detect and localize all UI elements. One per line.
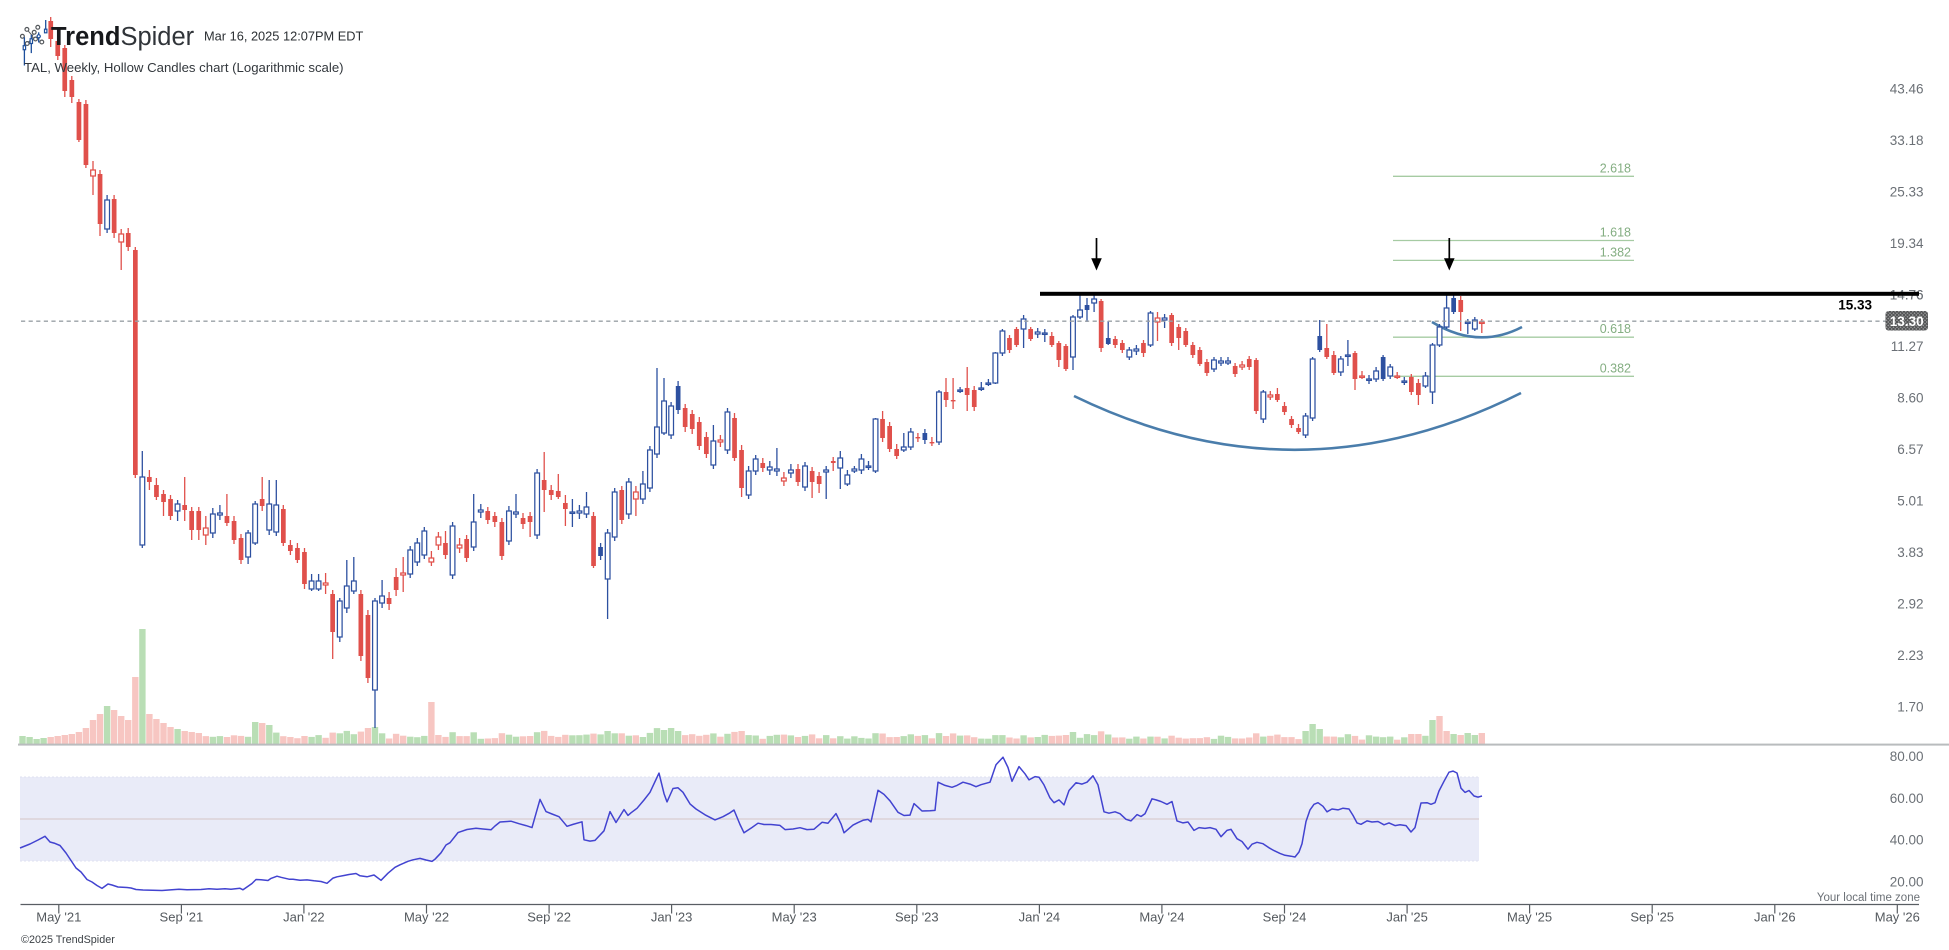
svg-text:May '21: May '21 bbox=[36, 910, 81, 925]
svg-text:Jan '23: Jan '23 bbox=[651, 910, 693, 925]
svg-text:11.27: 11.27 bbox=[1891, 339, 1924, 354]
svg-text:©2025 TrendSpider: ©2025 TrendSpider bbox=[21, 934, 115, 946]
svg-text:80.00: 80.00 bbox=[1890, 749, 1924, 764]
svg-text:3.83: 3.83 bbox=[1897, 545, 1923, 560]
svg-text:2.618: 2.618 bbox=[1600, 161, 1631, 175]
svg-text:20.00: 20.00 bbox=[1890, 874, 1924, 889]
svg-text:33.18: 33.18 bbox=[1890, 133, 1924, 148]
svg-text:6.57: 6.57 bbox=[1897, 442, 1923, 457]
svg-text:25.33: 25.33 bbox=[1890, 185, 1924, 200]
svg-text:2.92: 2.92 bbox=[1897, 597, 1923, 612]
svg-text:19.34: 19.34 bbox=[1890, 236, 1924, 251]
svg-text:5.01: 5.01 bbox=[1897, 494, 1923, 509]
svg-text:15.33: 15.33 bbox=[1838, 298, 1872, 313]
svg-text:TrendSpider: TrendSpider bbox=[51, 23, 195, 51]
svg-text:0.618: 0.618 bbox=[1600, 322, 1631, 336]
svg-text:60.00: 60.00 bbox=[1890, 791, 1924, 806]
svg-text:Jan '22: Jan '22 bbox=[283, 910, 325, 925]
svg-text:May '22: May '22 bbox=[404, 910, 449, 925]
svg-text:0.382: 0.382 bbox=[1600, 361, 1631, 375]
svg-text:Sep '22: Sep '22 bbox=[527, 910, 571, 925]
svg-text:13.30: 13.30 bbox=[1890, 314, 1924, 329]
svg-text:Mar 16, 2025 12:07PM EDT: Mar 16, 2025 12:07PM EDT bbox=[204, 29, 364, 44]
svg-text:1.618: 1.618 bbox=[1600, 226, 1631, 240]
svg-text:43.46: 43.46 bbox=[1890, 82, 1924, 97]
svg-text:Sep '24: Sep '24 bbox=[1263, 910, 1307, 925]
svg-text:40.00: 40.00 bbox=[1890, 833, 1924, 848]
svg-text:TAL, Weekly, Hollow Candles ch: TAL, Weekly, Hollow Candles chart (Logar… bbox=[24, 60, 344, 75]
svg-text:May '24: May '24 bbox=[1139, 910, 1184, 925]
svg-text:Sep '25: Sep '25 bbox=[1630, 910, 1674, 925]
svg-text:May '23: May '23 bbox=[772, 910, 817, 925]
svg-text:Your local time zone: Your local time zone bbox=[1817, 892, 1920, 904]
svg-text:May '26: May '26 bbox=[1875, 910, 1920, 925]
svg-text:1.70: 1.70 bbox=[1897, 700, 1923, 715]
svg-text:Jan '26: Jan '26 bbox=[1754, 910, 1796, 925]
svg-text:8.60: 8.60 bbox=[1897, 391, 1923, 406]
svg-text:Sep '23: Sep '23 bbox=[895, 910, 939, 925]
svg-text:Jan '25: Jan '25 bbox=[1386, 910, 1428, 925]
svg-text:2.23: 2.23 bbox=[1897, 648, 1923, 663]
svg-text:1.382: 1.382 bbox=[1600, 245, 1631, 259]
svg-text:Sep '21: Sep '21 bbox=[160, 910, 204, 925]
svg-text:May '25: May '25 bbox=[1507, 910, 1552, 925]
svg-text:Jan '24: Jan '24 bbox=[1019, 910, 1061, 925]
